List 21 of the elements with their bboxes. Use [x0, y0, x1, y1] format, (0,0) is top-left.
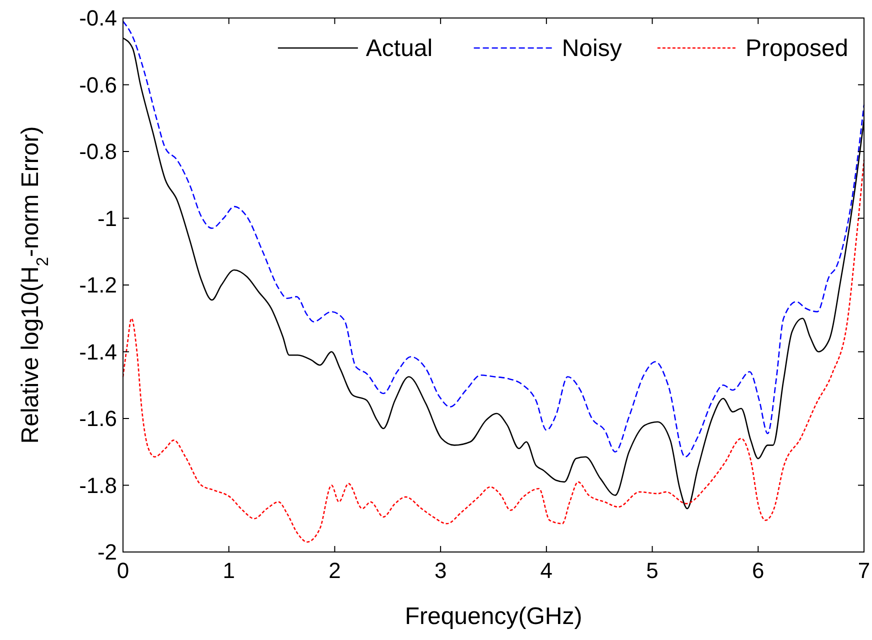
- legend-label: Actual: [366, 35, 433, 62]
- x-tick-label: 4: [540, 558, 553, 583]
- x-tick-label: 3: [434, 558, 447, 583]
- y-tick-label: -0.4: [79, 6, 117, 31]
- y-tick-label: -1.6: [79, 406, 117, 432]
- x-tick-label: 5: [646, 558, 658, 583]
- y-tick-label: -0.8: [79, 139, 117, 164]
- legend-label: Noisy: [562, 35, 622, 62]
- y-tick-label: -1: [97, 206, 117, 231]
- x-axis-title: Frequency(GHz): [404, 603, 582, 630]
- y-tick-label: -1.2: [79, 272, 117, 298]
- x-tick-label: 1: [222, 558, 235, 583]
- x-tick-label: 6: [752, 558, 764, 583]
- y-tick-label: -0.6: [79, 72, 117, 98]
- y-tick-label: -2: [97, 540, 117, 565]
- legend-label: Proposed: [745, 35, 848, 62]
- y-tick-label: -1.4: [79, 339, 117, 364]
- x-tick-label: 7: [858, 558, 870, 583]
- x-tick-label: 0: [116, 558, 130, 583]
- x-tick-label: 2: [328, 558, 341, 583]
- y-tick-label: -1.8: [79, 472, 117, 498]
